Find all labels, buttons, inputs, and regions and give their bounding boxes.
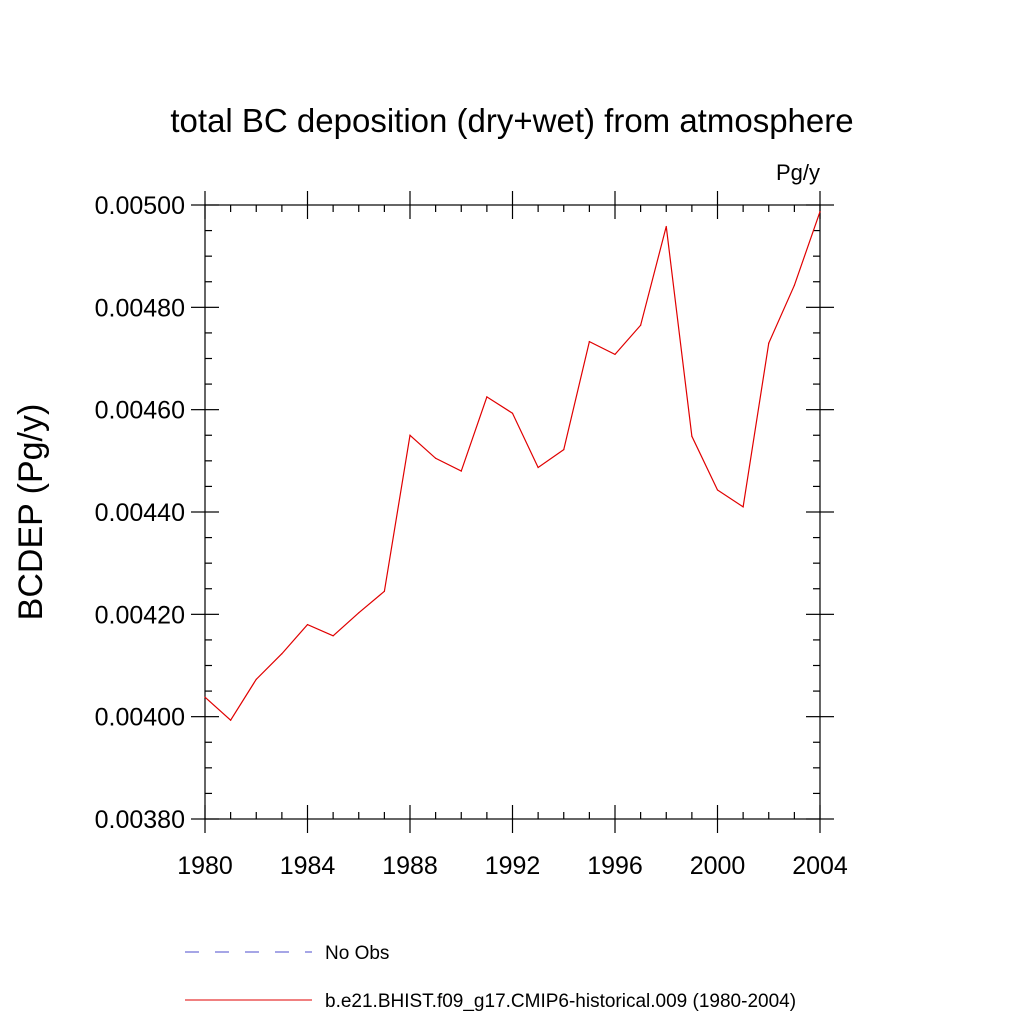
data-point (383, 590, 385, 592)
plot-frame (204, 204, 821, 820)
data-point (332, 635, 334, 637)
y-tick-label: 0.00500 (95, 192, 185, 220)
units-label: Pg/y (776, 160, 820, 185)
series-line-1 (204, 211, 821, 722)
x-tick-label: 1996 (587, 852, 643, 880)
data-point (716, 489, 719, 491)
data-point (435, 457, 437, 459)
data-point (614, 353, 616, 356)
y-tick-label: 0.00420 (95, 601, 185, 629)
chart-title: total BC deposition (dry+wet) from atmos… (170, 102, 853, 139)
axis-ticks: 1980 1984 1988 1992 1996 2000 2004 0.00380 0.004… (95, 191, 848, 880)
data-point (742, 506, 744, 508)
x-tick-label: 1980 (177, 852, 233, 880)
data-point (281, 653, 283, 655)
legend-label-1: b.e21.BHIST.f09_g17.CMIP6-historical.009… (325, 991, 796, 1012)
y-tick-label: 0.00460 (95, 397, 185, 425)
data-point (255, 678, 257, 680)
y-axis-label: BCDEP (Pg/y) (12, 404, 50, 621)
data-point (588, 341, 590, 343)
data-point (793, 284, 795, 286)
legend-label-0: No Obs (325, 943, 389, 964)
legend: No Obs b.e21.BHIST.f09_g17.CMIP6-historic… (185, 943, 796, 1012)
data-point (486, 396, 488, 398)
data-point (204, 696, 206, 698)
x-tick-label: 2004 (792, 852, 848, 880)
data-point (640, 324, 642, 326)
x-tick-label: 2000 (690, 852, 746, 880)
x-tick-label: 1984 (280, 852, 336, 880)
y-tick-label: 0.00440 (95, 499, 185, 527)
y-tick-label: 0.00380 (95, 806, 185, 834)
data-point (563, 448, 565, 451)
data-point (511, 412, 514, 414)
series-layer (204, 211, 821, 722)
x-tick-label: 1988 (382, 852, 438, 880)
data-point (665, 225, 667, 228)
y-tick-label: 0.00400 (95, 704, 185, 732)
data-point (306, 623, 309, 626)
x-tick-label: 1992 (485, 852, 541, 880)
data-point (230, 719, 232, 721)
data-point (460, 470, 462, 472)
data-point (409, 434, 411, 436)
data-point (768, 342, 770, 344)
data-point (537, 466, 539, 469)
data-point (819, 211, 821, 213)
data-point (691, 435, 693, 437)
y-tick-label: 0.00480 (95, 294, 185, 322)
data-point (358, 612, 360, 614)
